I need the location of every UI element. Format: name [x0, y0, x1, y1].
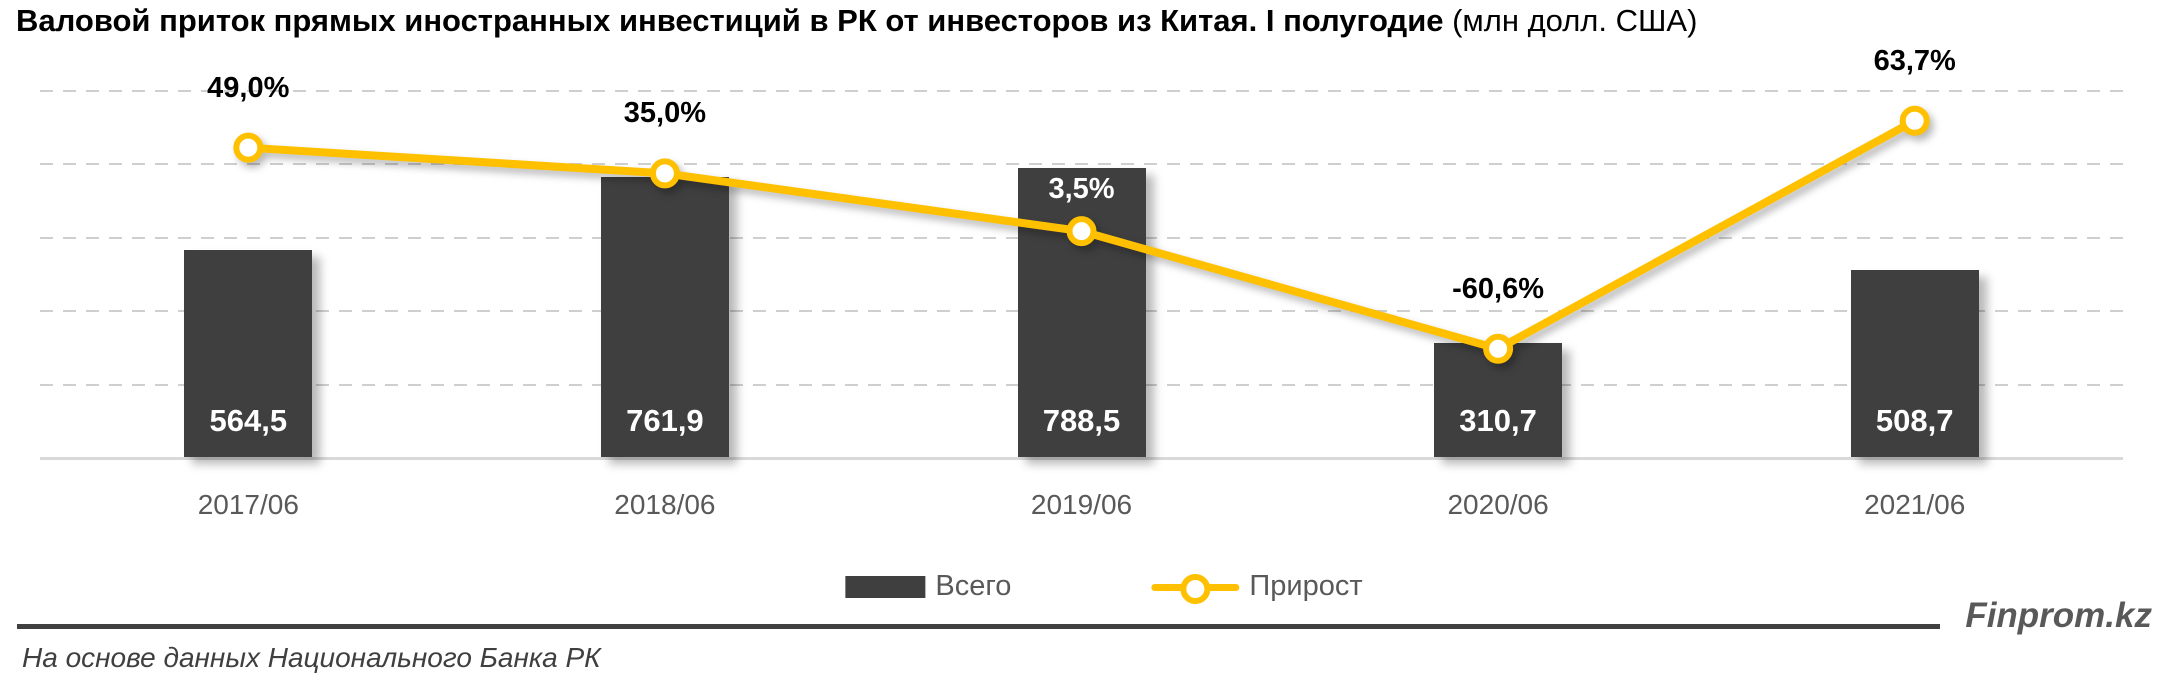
- legend-label-growth: Прирост: [1249, 570, 1363, 602]
- page-title: Валовой приток прямых иностранных инвест…: [16, 3, 1697, 39]
- bar-value-label: 788,5: [1042, 403, 1121, 438]
- pct-label: 3,5%: [1048, 173, 1115, 206]
- x-axis-label: 2020/06: [1447, 489, 1549, 520]
- pct-label: -60,6%: [1452, 272, 1545, 305]
- gridline: [40, 163, 2123, 166]
- bar: [1017, 167, 1146, 457]
- bar-value-label: 761,9: [626, 403, 704, 438]
- line-marker: [233, 132, 264, 163]
- x-axis-label: 2017/06: [197, 489, 299, 520]
- line-marker: [1899, 105, 1930, 136]
- legend-item-growth: Прирост: [1151, 570, 1363, 604]
- x-axis-label: 2019/06: [1030, 489, 1133, 520]
- line-marker: [1483, 333, 1514, 364]
- pct-label: 63,7%: [1873, 44, 1956, 77]
- legend: Всего Прирост: [845, 570, 1363, 604]
- bar-value-label: 508,7: [1875, 403, 1954, 438]
- x-axis-label: 2021/06: [1864, 489, 1966, 520]
- pct-label: 49,0%: [207, 71, 290, 104]
- line-marker-swatch-icon: [1151, 573, 1240, 604]
- chart-area: 564,5 2017/06 761,9 2018/06 788,5 2019/06 310,…: [40, 44, 2123, 520]
- separator-line: [17, 624, 1940, 629]
- bar-value-label: 310,7: [1459, 403, 1537, 438]
- legend-label-total: Всего: [935, 570, 1012, 602]
- bar: [1850, 270, 1979, 457]
- bar: [184, 249, 313, 457]
- brand-logo: Finprom.kz: [1965, 596, 2152, 635]
- line-marker: [1066, 216, 1097, 247]
- bar-value-label: 564,5: [209, 403, 288, 438]
- title-main: Валовой приток прямых иностранных инвест…: [16, 3, 1444, 38]
- x-axis-line: [40, 457, 2123, 460]
- growth-line-chart: [233, 105, 1930, 364]
- pct-label: 35,0%: [623, 97, 706, 130]
- x-axis-label: 2018/06: [614, 489, 716, 520]
- legend-item-total: Всего: [845, 570, 1011, 603]
- title-units: (млн долл. США): [1443, 3, 1698, 38]
- gridline: [40, 90, 2123, 92]
- source-note: На основе данных Национального Банка РК: [22, 642, 601, 673]
- bar: [600, 177, 729, 457]
- line-marker: [649, 158, 680, 189]
- bar-swatch-icon: [845, 575, 926, 598]
